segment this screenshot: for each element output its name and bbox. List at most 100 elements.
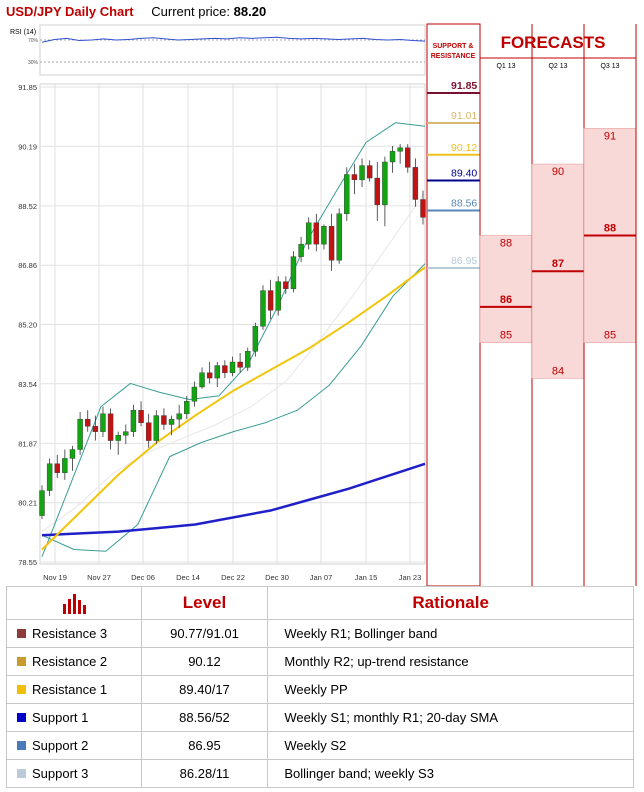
- candle-body: [237, 361, 243, 368]
- level-name-cell: Resistance 3: [6, 619, 142, 648]
- level-rationale: Monthly R2; up-trend resistance: [267, 647, 634, 676]
- table-row: Support 1 88.56/52 Weekly S1; monthly R1; …: [6, 703, 634, 732]
- level-swatch: [17, 741, 26, 751]
- candle-body: [222, 365, 228, 373]
- bollinger-lower-line: [41, 263, 426, 552]
- candle-body: [69, 449, 76, 459]
- candle-body: [290, 256, 297, 289]
- candle-body: [46, 463, 53, 491]
- candle-body: [389, 151, 396, 163]
- rsi-panel: [39, 24, 426, 76]
- candle-body: [336, 213, 342, 261]
- bollinger-mid-line: [41, 192, 426, 533]
- table-header-row: Level Rationale: [6, 586, 634, 620]
- candle-body: [39, 490, 45, 516]
- forecast-column-label: Q2 13: [548, 63, 567, 70]
- forecasts-title: FORECASTS: [501, 33, 606, 52]
- chart-header: USD/JPY Daily Chart Current price: 88.20: [6, 4, 266, 19]
- forecast-mid: 86: [500, 294, 512, 306]
- candle-body: [92, 426, 99, 432]
- candle-body: [366, 165, 373, 179]
- levels-table: Level Rationale Resistance 3 90.77/91.01 W…: [6, 586, 634, 788]
- candle-body: [62, 458, 68, 473]
- forecast-low: 85: [500, 330, 512, 342]
- level-name: Support 2: [32, 738, 89, 753]
- level-header: Level: [140, 586, 269, 620]
- y-tick-label: 80.21: [18, 499, 37, 508]
- table-row: Support 3 86.28/11 Bollinger band; weekly …: [6, 759, 634, 788]
- level-name: Support 1: [32, 710, 89, 725]
- level-name-cell: Resistance 1: [6, 675, 142, 704]
- x-tick-label: Jan 15: [355, 573, 378, 582]
- levels-panel-title: SUPPORT &: [433, 43, 474, 50]
- rsi-line: [41, 36, 426, 43]
- level-name: Resistance 2: [32, 654, 108, 669]
- candle-body: [168, 418, 175, 425]
- level-name-cell: Resistance 2: [6, 647, 142, 676]
- forecast-high: 90: [552, 166, 564, 178]
- x-tick-label: Nov 19: [43, 573, 67, 582]
- level-value: 86.95: [140, 731, 269, 760]
- candle-body: [298, 243, 304, 257]
- candle-body: [54, 463, 60, 473]
- level-value: 90.77/91.01: [140, 619, 269, 648]
- table-row: Resistance 2 90.12 Monthly R2; up-trend re…: [6, 647, 634, 676]
- candle-body: [351, 174, 358, 181]
- candle-body: [176, 413, 182, 420]
- candle-body: [77, 418, 83, 450]
- candle-body: [283, 281, 289, 289]
- candle-body: [214, 365, 220, 379]
- forecast-low: 84: [552, 365, 564, 377]
- forecast-mid: 87: [552, 258, 564, 270]
- forecast-mid: 88: [604, 223, 616, 235]
- y-tick-label: 86.86: [18, 261, 37, 270]
- forecast-low: 85: [604, 330, 616, 342]
- level-swatch: [17, 769, 26, 779]
- levels-panel: [426, 23, 481, 586]
- table-row: Resistance 1 89.40/17 Weekly PP: [6, 675, 634, 704]
- level-name: Resistance 3: [32, 626, 108, 641]
- candle-body: [138, 410, 144, 423]
- candle-body: [123, 431, 129, 436]
- x-tick-label: Jan 07: [310, 573, 333, 582]
- y-tick-label: 91.85: [18, 83, 37, 92]
- candle-body: [359, 165, 365, 181]
- y-tick-label: 78.55: [18, 558, 37, 567]
- level-label: 91.85: [451, 80, 477, 92]
- candle-body: [412, 167, 419, 200]
- level-rationale: Weekly S2: [267, 731, 634, 760]
- level-value: 88.56/52: [140, 703, 269, 732]
- chart-title: USD/JPY Daily Chart: [6, 4, 134, 19]
- level-rationale: Weekly S1; monthly R1; 20-day SMA: [267, 703, 634, 732]
- candle-body: [313, 222, 320, 245]
- x-tick-label: Jan 23: [399, 573, 422, 582]
- level-label: 91.01: [451, 110, 477, 122]
- candle-body: [374, 177, 380, 206]
- level-value: 89.40/17: [140, 675, 269, 704]
- forecast-high: 91: [604, 130, 616, 142]
- table-icon-cell: [6, 586, 142, 620]
- table-row: Resistance 3 90.77/91.01 Weekly R1; Bollin…: [6, 619, 634, 648]
- current-price-label: Current price:: [151, 4, 231, 19]
- forecast-column-label: Q1 13: [496, 63, 515, 70]
- level-rationale: Weekly PP: [267, 675, 634, 704]
- level-name: Support 3: [32, 766, 89, 781]
- candle-body: [260, 290, 266, 327]
- candle-body: [100, 413, 106, 432]
- candle-body: [191, 386, 198, 402]
- y-tick-label: 85.20: [18, 321, 37, 330]
- x-tick-label: Dec 22: [221, 573, 245, 582]
- forecast-high: 88: [500, 238, 512, 250]
- current-price-value: 88.20: [233, 4, 267, 19]
- level-name-cell: Support 3: [6, 759, 142, 788]
- table-row: Support 2 86.95 Weekly S2: [6, 731, 634, 760]
- candle-body: [252, 326, 259, 352]
- candle-body: [145, 422, 152, 441]
- x-tick-label: Dec 30: [265, 573, 289, 582]
- y-tick-label: 90.19: [18, 142, 37, 151]
- candle-body: [245, 351, 251, 368]
- x-tick-label: Dec 06: [131, 573, 155, 582]
- bollinger-upper-line: [41, 122, 426, 557]
- candle-body: [328, 226, 335, 261]
- y-tick-label: 88.52: [18, 202, 37, 211]
